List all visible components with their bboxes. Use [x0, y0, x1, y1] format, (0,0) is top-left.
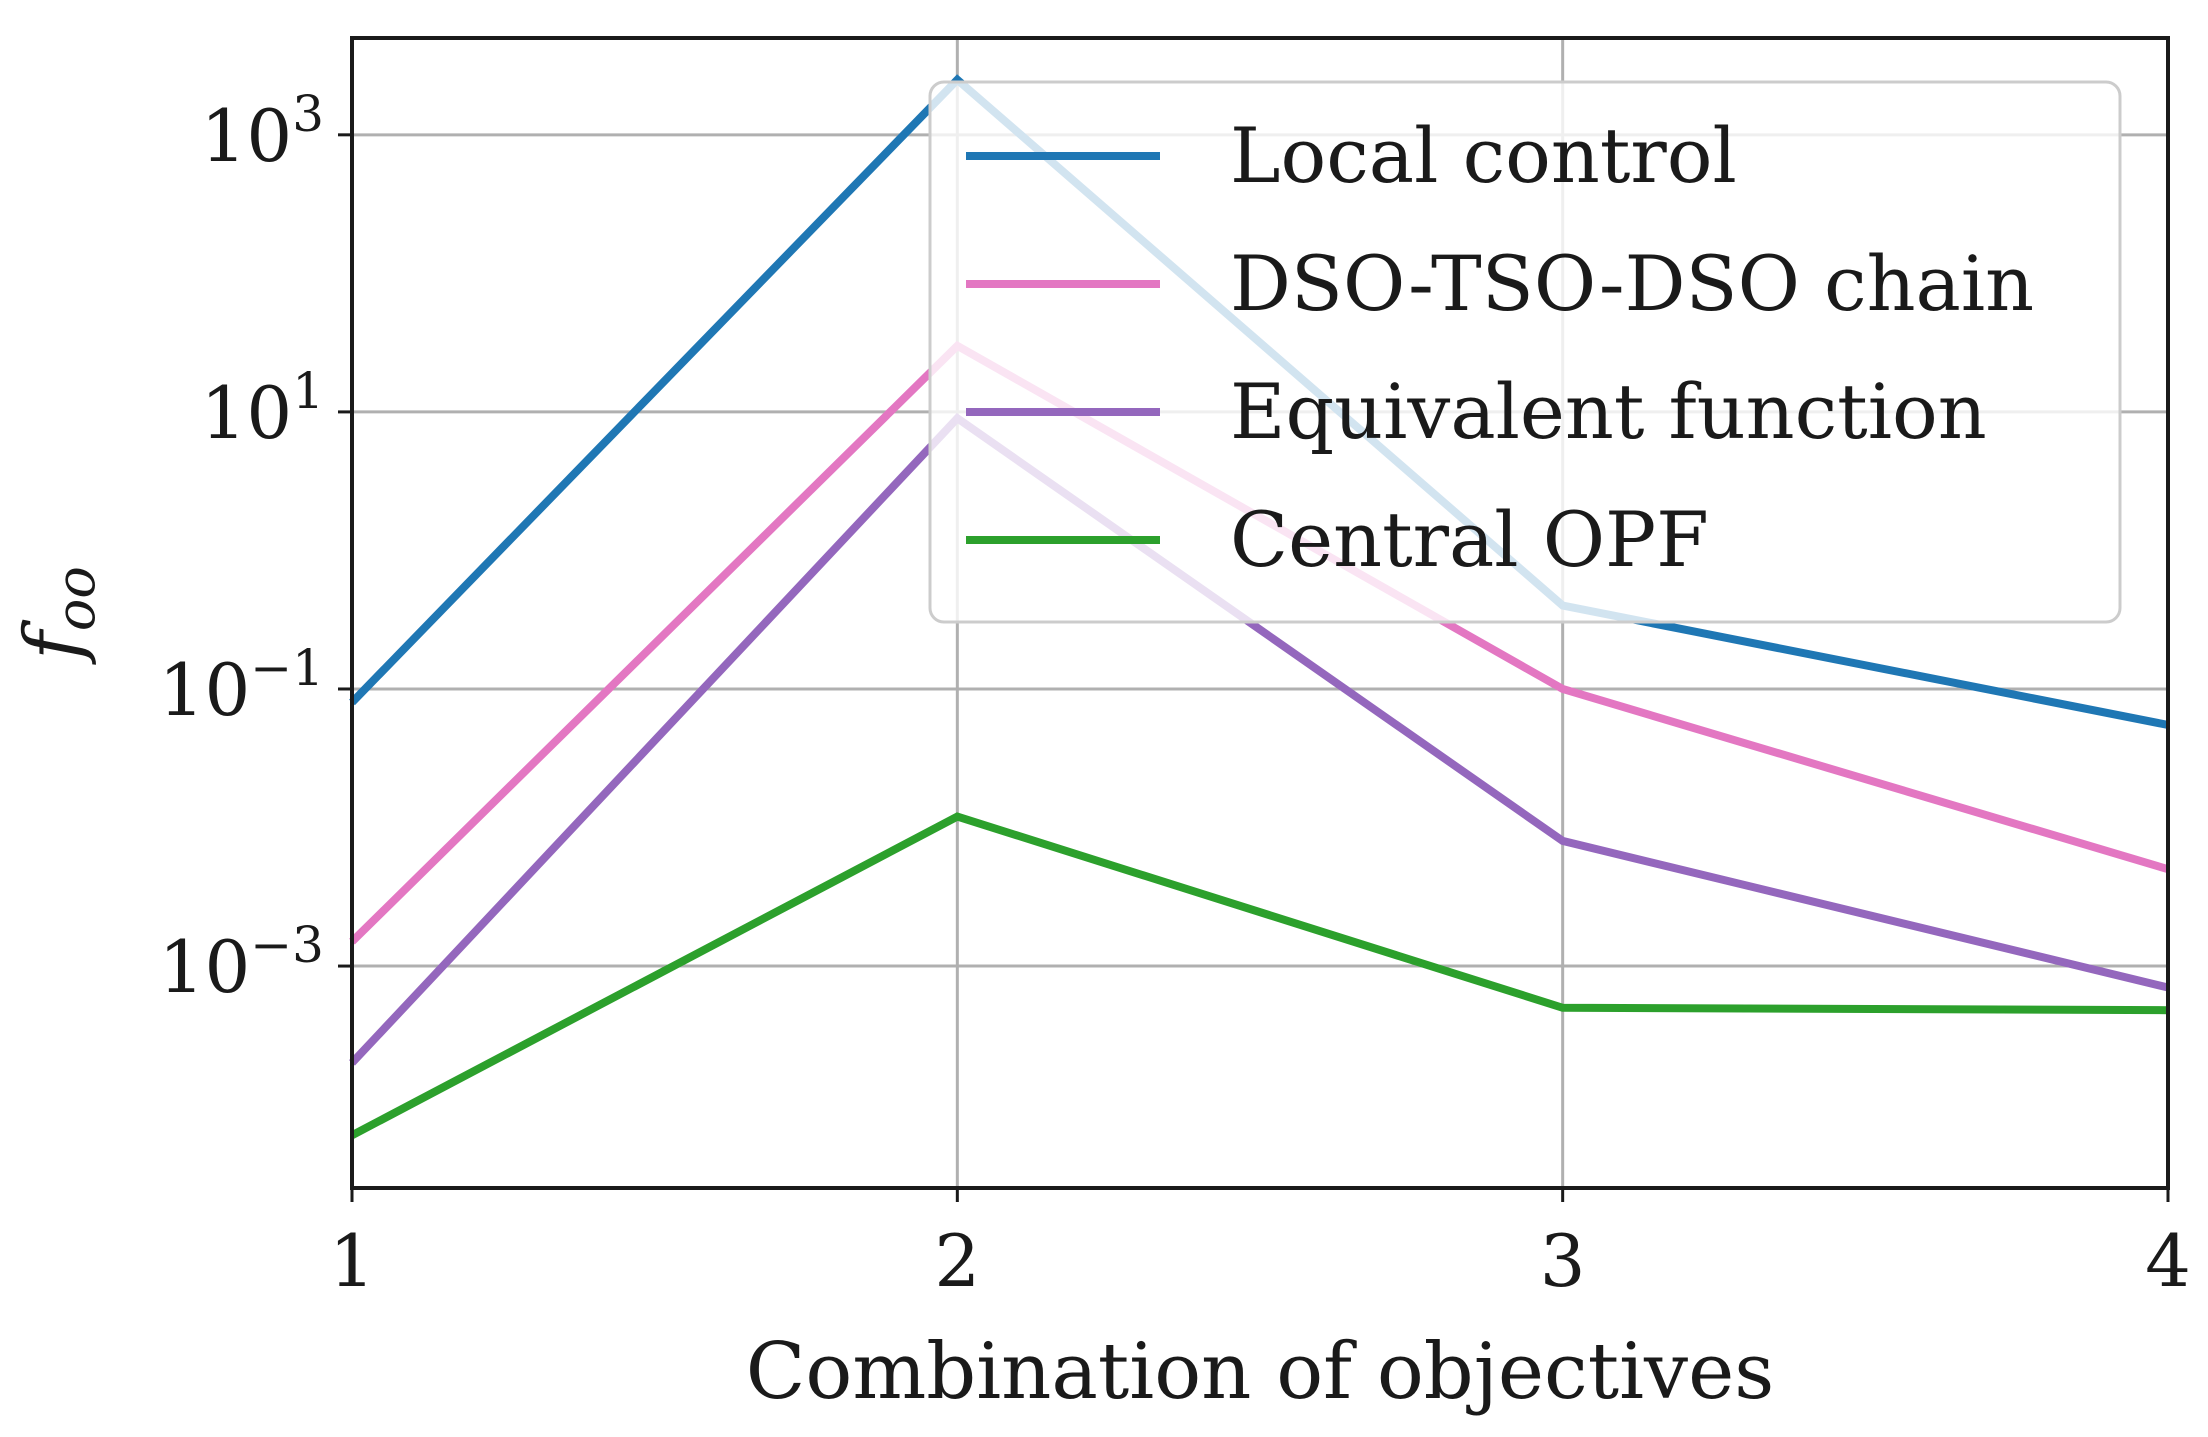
x-tick-label: 4 [2145, 1219, 2191, 1303]
y-tick-label: 103 [201, 85, 324, 178]
legend-label: Central OPF [1230, 495, 1709, 584]
y-axis-title: foo [9, 566, 107, 665]
series-line-3 [349, 412, 2169, 1066]
x-tick-label: 3 [1540, 1219, 1586, 1303]
y-axis-title-subscript: oo [44, 566, 107, 631]
x-axis-title: Combination of objectives [746, 1327, 1775, 1417]
x-tick-label: 2 [934, 1219, 980, 1303]
y-tick-label: 101 [201, 362, 324, 455]
legend: Local control DSO-TSO-DSO chain Equivalent… [928, 80, 2122, 624]
plot-frame [350, 36, 2170, 1190]
legend-label: Local control [1230, 111, 1737, 200]
series-line-4 [350, 812, 2169, 1139]
legend-label: DSO-TSO-DSO chain [1230, 239, 2034, 328]
legend-box [928, 80, 2122, 624]
x-tick-label: 1 [329, 1219, 375, 1303]
legend-label: Equivalent function [1230, 367, 1987, 456]
axis-ticks: 1 2 3 4 103 101 10−1 10−3 [159, 85, 2191, 1303]
y-tick-label: 10−3 [159, 916, 324, 1009]
y-tick-label: 10−1 [159, 639, 324, 732]
